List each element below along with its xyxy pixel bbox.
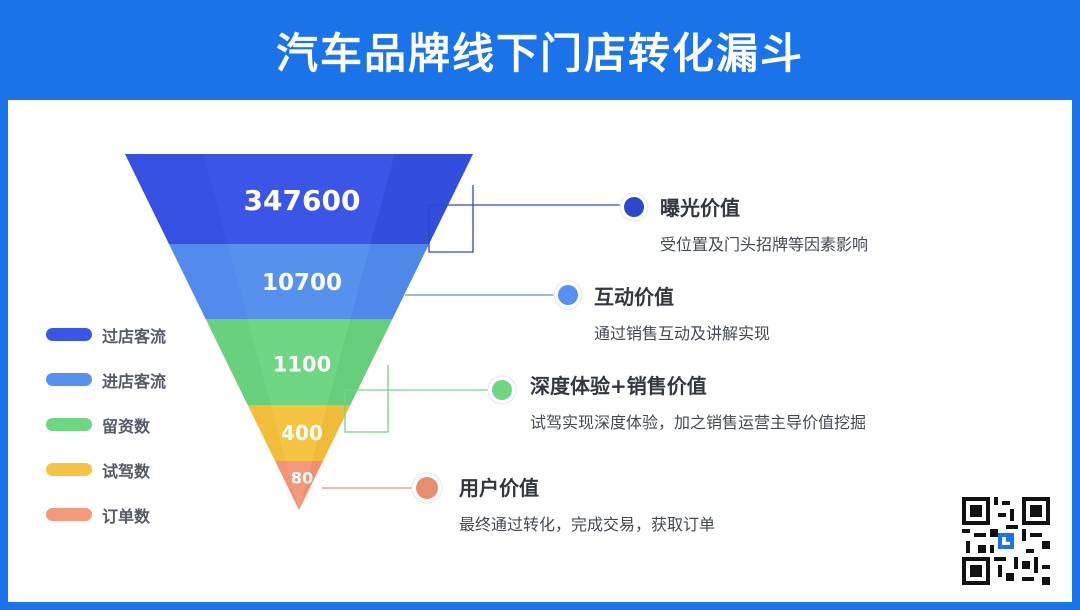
callout-bullet — [492, 380, 512, 400]
funnel-value-label: 80 — [291, 469, 313, 488]
funnel-segment-shade — [168, 244, 248, 319]
legend-label: 留资数 — [102, 416, 151, 436]
funnel-value-label: 10700 — [262, 270, 342, 296]
callout-experience: 深度体验+销售价值 试驾实现深度体验，加之销售运营主导价值挖掘 — [530, 370, 866, 433]
funnel-segment-shade — [275, 461, 299, 510]
legend-item-leads: 留资数 — [46, 402, 166, 447]
legend-item-pass-traffic: 过店客流 — [46, 312, 166, 357]
callout-title: 用户价值 — [459, 476, 539, 500]
legend-item-test-drives: 试驾数 — [46, 447, 166, 492]
callout-user: 用户价值 最终通过转化，完成交易，获取订单 — [459, 472, 715, 535]
callout-title: 曝光价值 — [660, 196, 740, 220]
callout-exposure: 曝光价值 受位置及门头招牌等因素影响 — [660, 192, 868, 255]
funnel-segment-shade — [327, 319, 393, 405]
legend-label: 试驾数 — [102, 461, 151, 481]
callout-title: 互动价值 — [594, 285, 674, 309]
funnel-segment-shade — [299, 461, 323, 510]
callout-bullet — [558, 285, 578, 305]
funnel-segment-shade — [370, 154, 473, 244]
callout-desc: 受位置及门头招牌等因素影响 — [660, 235, 869, 254]
legend-swatch — [46, 508, 92, 521]
callout-bullet — [624, 197, 644, 217]
legend-swatch — [46, 328, 92, 341]
legend-label: 过店客流 — [102, 326, 167, 346]
page-title: 汽车品牌线下门店转化漏斗 — [275, 28, 804, 78]
callout-desc: 通过销售互动及讲解实现 — [594, 324, 771, 343]
callout-connector — [344, 365, 490, 433]
legend-label: 订单数 — [102, 506, 151, 526]
legend-swatch — [46, 418, 92, 431]
legend-item-enter-traffic: 进店客流 — [46, 357, 166, 402]
funnel-segment-shade — [312, 405, 351, 461]
callout-bullet — [416, 477, 438, 499]
callout-title: 深度体验+销售价值 — [530, 374, 707, 398]
legend: 过店客流 进店客流 留资数 试驾数 订单数 — [46, 312, 166, 537]
funnel-value-label: 1100 — [273, 352, 331, 376]
funnel-segment-shade — [125, 154, 228, 244]
qr-code-icon — [962, 497, 1050, 585]
legend-label: 进店客流 — [102, 371, 167, 391]
funnel-segment-shade — [205, 319, 271, 405]
funnel-value-label: 400 — [281, 421, 323, 445]
funnel-value-label: 347600 — [244, 184, 361, 217]
callout-interaction: 互动价值 通过销售互动及讲解实现 — [594, 281, 770, 344]
legend-swatch — [46, 373, 92, 386]
callout-desc: 最终通过转化，完成交易，获取订单 — [459, 515, 716, 534]
header: 汽车品牌线下门店转化漏斗 — [0, 0, 1080, 100]
callout-connector — [428, 185, 621, 253]
legend-item-orders: 订单数 — [46, 492, 166, 537]
funnel-segment-shade — [247, 405, 286, 461]
funnel-segment-shade — [350, 244, 430, 319]
callout-desc: 试驾实现深度体验，加之销售运营主导价值挖掘 — [530, 413, 867, 432]
legend-swatch — [46, 463, 92, 476]
